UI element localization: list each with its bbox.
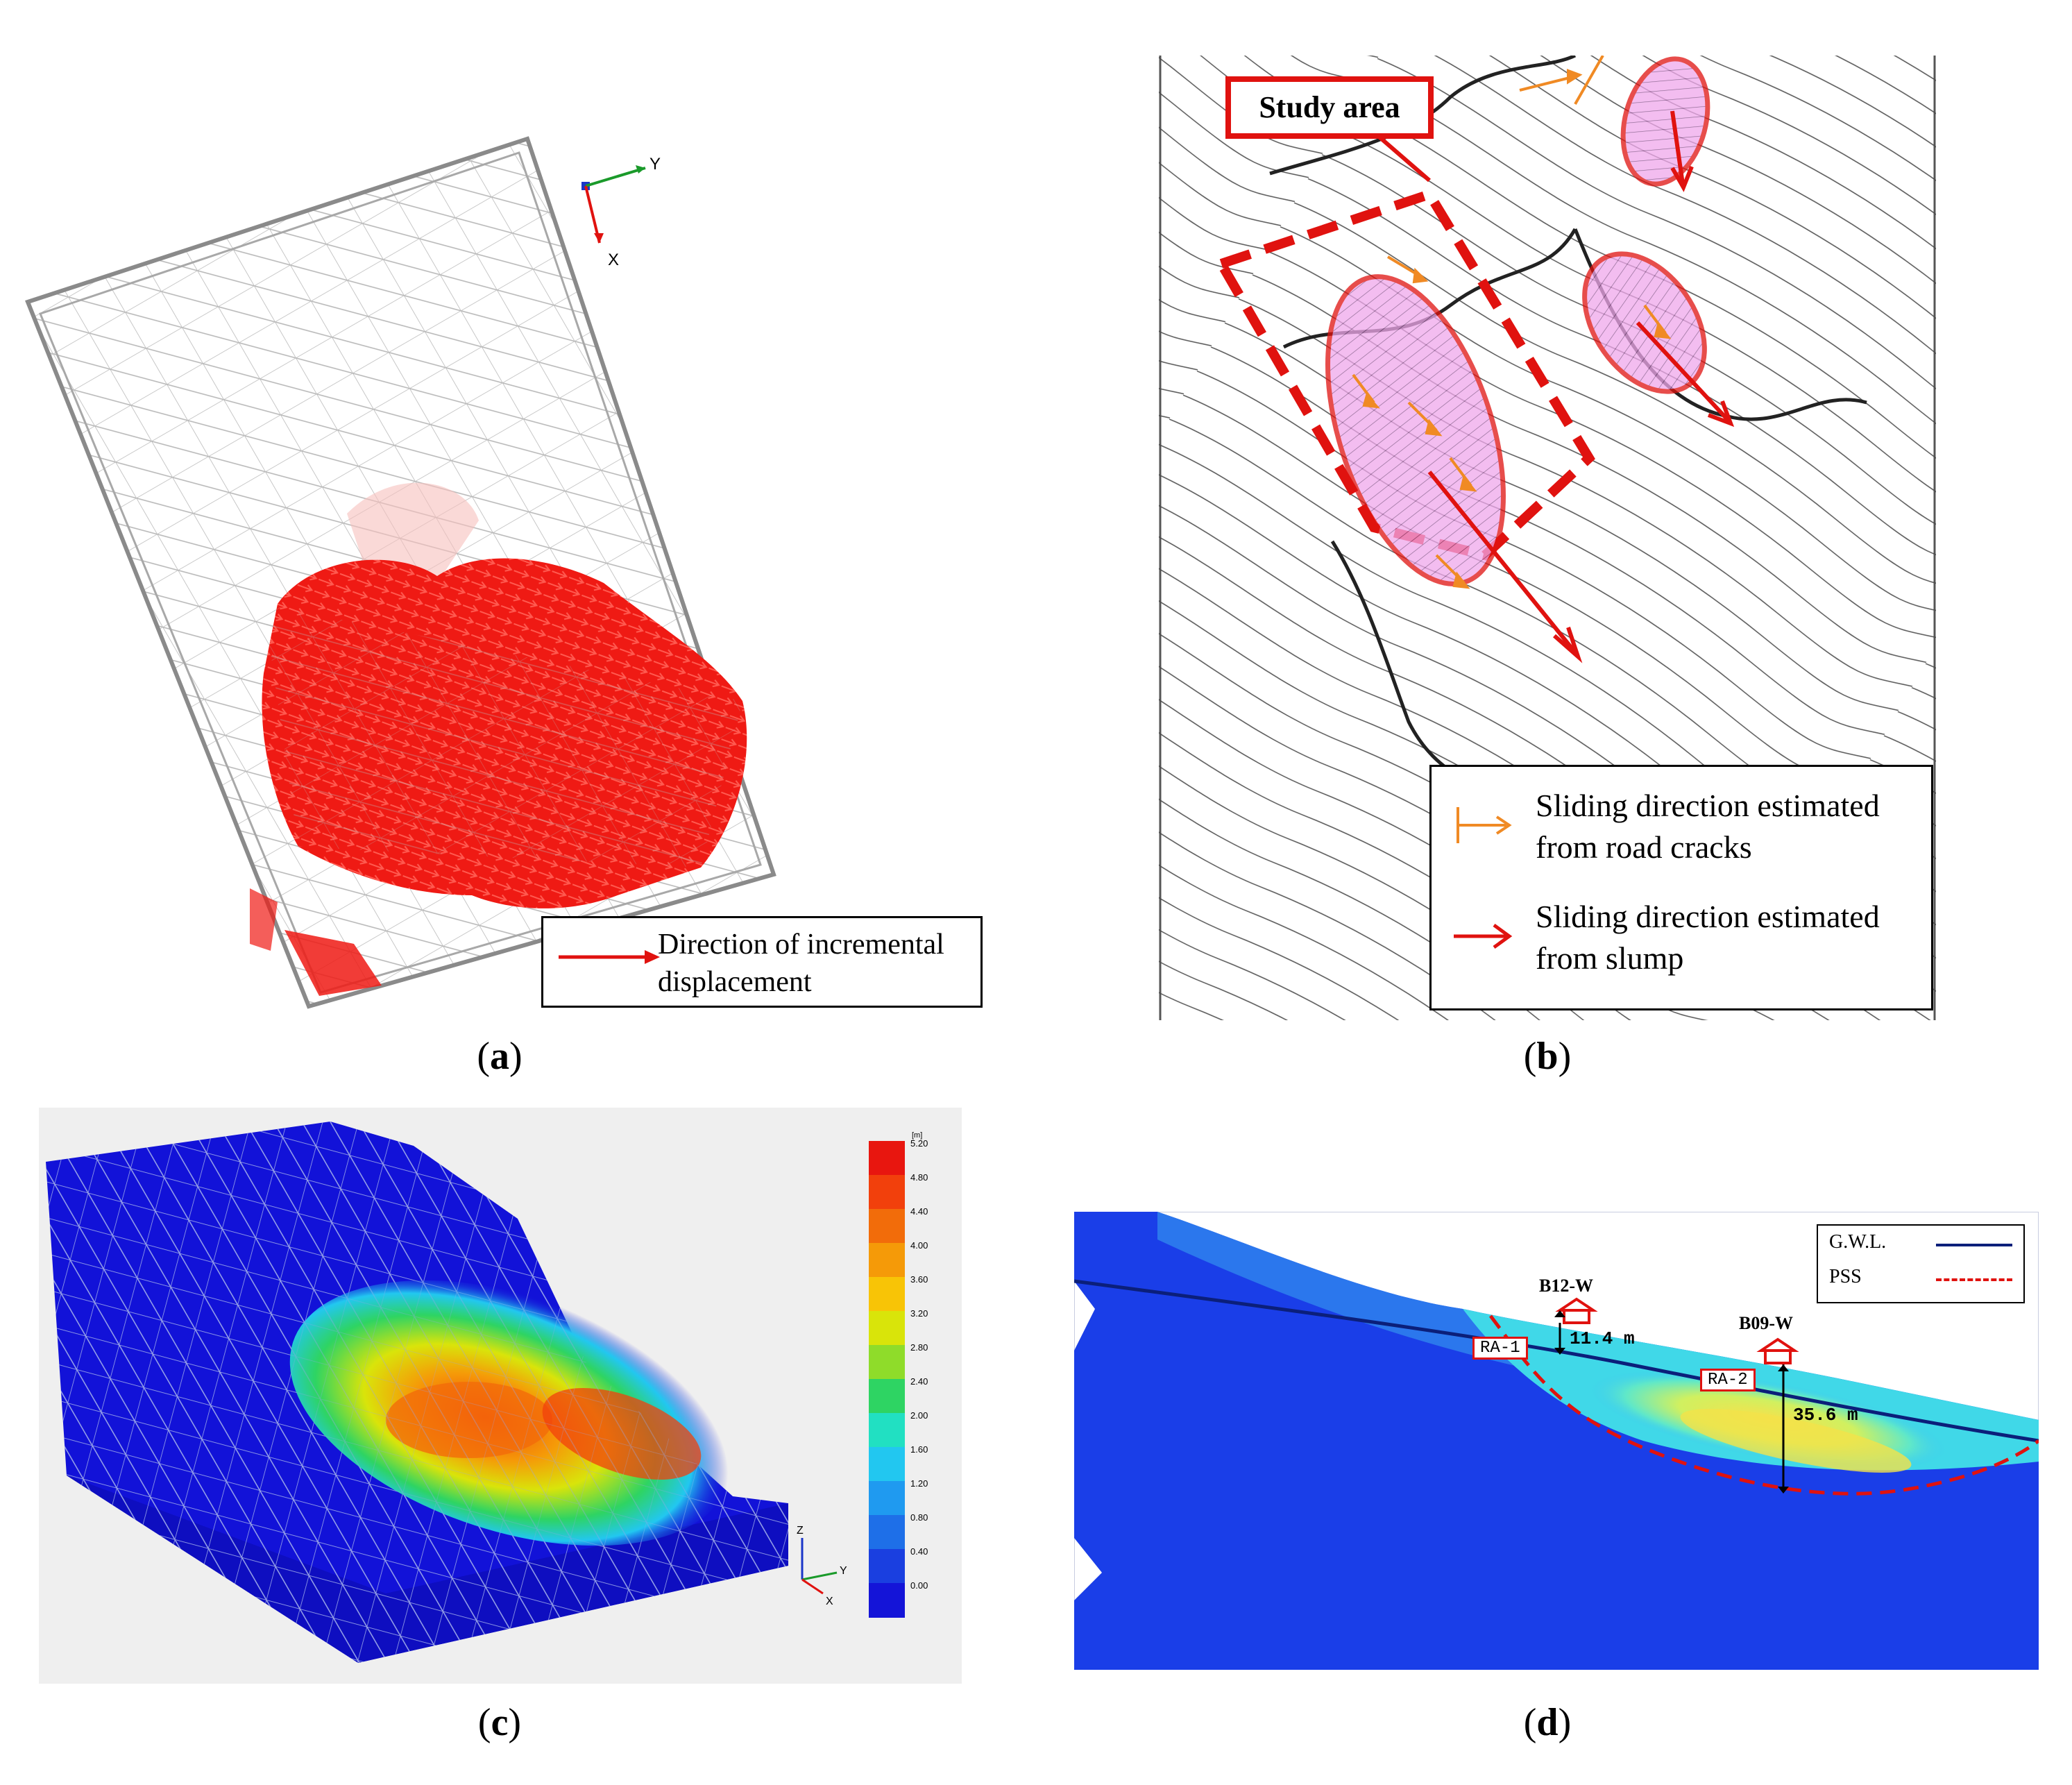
colorbar-swatch [869, 1243, 905, 1278]
axis-label-y-c: Y [840, 1565, 847, 1577]
panel-a-legend: Direction of incremental displacement [541, 916, 983, 1008]
crack-arrows [1352, 56, 1672, 589]
legend-gwl-line [1936, 1244, 2012, 1246]
colorbar-tick-label: 0.40 [910, 1546, 928, 1557]
legend-b1-line2: from road cracks [1536, 829, 1752, 865]
colorbar-swatch [869, 1209, 905, 1244]
colorbar-tick-label: 5.20 [910, 1138, 928, 1149]
caption-a: (a) [477, 1035, 523, 1078]
well-label-b09w: B09-W [1739, 1313, 1793, 1333]
colorbar-tick-label: 2.80 [910, 1342, 928, 1353]
legend-b2-line1: Sliding direction estimated [1536, 899, 1880, 934]
legend-pss-line [1936, 1278, 2012, 1281]
displacement-halo [347, 482, 479, 583]
colorbar-tick-label: 3.60 [910, 1274, 928, 1285]
colorbar-tick-label: 1.60 [910, 1444, 928, 1455]
caption-b: (b) [1523, 1035, 1572, 1078]
panel-d: B12-W B09-W 11.4 m 35.6 m RA-1 RA-2 G.W.… [1074, 1212, 2039, 1670]
panel-a: Y X Direction of incremental displacemen… [21, 132, 992, 1013]
colorbar-swatch [869, 1345, 905, 1380]
depth-label-b12w: 11.4 m [1570, 1328, 1635, 1349]
groundwater-line [1074, 1279, 2039, 1443]
colorbar-swatch [869, 1379, 905, 1414]
legend-arrow-icon [559, 950, 660, 964]
panel-d-legend: G.W.L. PSS [1817, 1224, 2025, 1303]
colorbar-tick-label: 4.40 [910, 1206, 928, 1217]
colorbar-tick-label: 2.40 [910, 1376, 928, 1387]
legend-pss-label: PSS [1829, 1266, 1862, 1287]
colorbar-swatch [869, 1175, 905, 1210]
crack-arrow-icon [1457, 807, 1512, 843]
zone-label-ra1: RA-1 [1472, 1337, 1528, 1360]
study-area-boundary [1214, 188, 1595, 561]
legend-a-line2: displacement [658, 966, 812, 998]
panel-a-mesh: Y X [25, 136, 776, 1009]
colorbar-tick-label: 1.20 [910, 1478, 928, 1489]
colorbar-swatch [869, 1447, 905, 1482]
panel-c-model: Z Y X [46, 1122, 847, 1663]
panel-b-map [1159, 56, 1936, 1020]
well-label-b12w: B12-W [1539, 1276, 1593, 1296]
axis-label-z: Z [797, 1525, 804, 1537]
colorbar-tick-label: 0.00 [910, 1580, 928, 1591]
axis-triad-a [581, 165, 646, 244]
colorbar-tick-label: 3.20 [910, 1308, 928, 1319]
colorbar-swatch [869, 1413, 905, 1448]
slump-ellipse-2 [1582, 251, 1707, 394]
caption-c: (c) [477, 1701, 522, 1744]
colorbar-swatch [869, 1277, 905, 1312]
colorbar-swatch [869, 1583, 905, 1618]
caption-d: (d) [1523, 1701, 1572, 1744]
legend-b2-line2: from slump [1536, 940, 1684, 976]
colorbar-swatch [869, 1141, 905, 1176]
well-b12w [1554, 1297, 1598, 1355]
panel-b-legend: Sliding direction estimated from road cr… [1429, 765, 1933, 1010]
well-b09w [1756, 1337, 1799, 1494]
axis-label-x: X [608, 251, 619, 269]
axis-label-y: Y [649, 155, 661, 174]
colorbar: [m] 5.20 4.80 4.40 4.00 3.60 3.20 2.80 2.40 2.00… [869, 1131, 952, 1621]
colorbar-unit: [m] [912, 1131, 923, 1140]
zone-label-ra2: RA-2 [1700, 1369, 1756, 1391]
colorbar-tick-label: 4.00 [910, 1240, 928, 1251]
legend-b1-line1: Sliding direction estimated [1536, 788, 1880, 823]
slump-arrows [1427, 110, 1735, 663]
colorbar-tick-label: 0.80 [910, 1512, 928, 1523]
colorbar-swatch [869, 1311, 905, 1346]
colorbar-swatch [869, 1515, 905, 1550]
legend-a-line1: Direction of incremental [658, 929, 944, 961]
axis-label-x-c: X [826, 1596, 833, 1607]
colorbar-tick-label: 4.80 [910, 1172, 928, 1183]
colorbar-swatch [869, 1481, 905, 1516]
slump-arrow-icon [1454, 923, 1513, 949]
panel-d-section [1074, 1212, 2039, 1670]
depth-label-b09w: 35.6 m [1793, 1405, 1858, 1426]
slump-ellipse-3 [1620, 56, 1710, 187]
axis-triad-c [801, 1538, 838, 1595]
panel-b: Study area Sliding direction estimated f… [1159, 56, 1936, 1020]
legend-gwl-label: G.W.L. [1829, 1231, 1887, 1253]
slip-surface-line [1488, 1314, 2039, 1496]
study-area-label: Study area [1225, 76, 1434, 139]
ground-body [1074, 1212, 2039, 1670]
panel-c: Z Y X [m] 5.20 4.80 4.40 4.00 3.60 3.20 2.80 2.… [39, 1108, 962, 1684]
colorbar-swatch [869, 1549, 905, 1584]
colorbar-tick-label: 2.00 [910, 1410, 928, 1421]
